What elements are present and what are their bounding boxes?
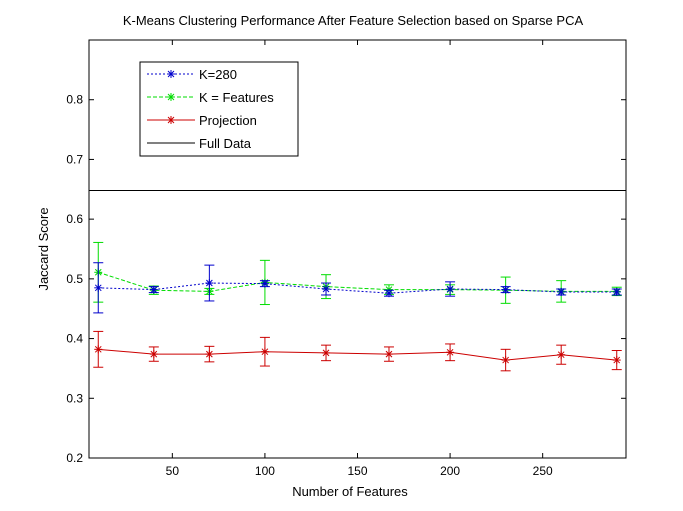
series-k-280	[93, 262, 622, 314]
legend: K=280 K = Features Projection Full Data	[139, 61, 299, 157]
series-line	[98, 282, 617, 294]
legend-marker	[167, 70, 175, 78]
legend-label: K=280	[199, 67, 237, 82]
series-group	[93, 241, 622, 372]
legend-entry-full-data: Full Data	[147, 136, 252, 151]
legend-box	[139, 61, 299, 157]
data-point	[612, 287, 621, 296]
data-point	[384, 350, 393, 359]
data-point	[501, 356, 510, 365]
data-point	[205, 279, 214, 288]
y-tick-label: 0.4	[66, 332, 83, 346]
legend-label: Full Data	[199, 136, 252, 151]
x-axis: 50 100 150 200 250	[166, 40, 553, 478]
data-point	[149, 350, 158, 359]
x-tick-label: 150	[347, 464, 367, 478]
y-tick-label: 0.3	[66, 391, 83, 405]
legend-entry-k-280: K=280	[147, 67, 237, 82]
legend-label: K = Features	[199, 90, 274, 105]
legend-label: Projection	[199, 113, 257, 128]
x-tick-label: 200	[440, 464, 460, 478]
legend-entry-k-features: K = Features	[147, 90, 274, 105]
y-tick-label: 0.2	[66, 451, 83, 465]
chart-title: K-Means Clustering Performance After Fea…	[123, 13, 584, 28]
legend-marker	[167, 93, 175, 101]
data-point	[612, 356, 621, 365]
series-line	[98, 348, 617, 361]
data-point	[501, 285, 510, 294]
legend-marker	[167, 116, 175, 124]
data-point	[94, 345, 103, 354]
data-point	[446, 285, 455, 294]
data-point	[149, 285, 158, 294]
data-point	[557, 350, 566, 359]
y-axis: 0.2 0.3 0.4 0.5 0.6 0.7 0.8	[66, 93, 626, 465]
y-tick-label: 0.6	[66, 212, 83, 226]
data-point	[557, 287, 566, 296]
data-point	[322, 348, 331, 357]
y-axis-label: Jaccard Score	[36, 207, 51, 290]
legend-entry-projection: Projection	[147, 113, 257, 128]
x-tick-label: 250	[533, 464, 553, 478]
x-tick-label: 50	[166, 464, 180, 478]
y-tick-label: 0.8	[66, 93, 83, 107]
y-tick-label: 0.5	[66, 272, 83, 286]
y-tick-label: 0.7	[66, 152, 83, 166]
x-axis-label: Number of Features	[292, 484, 408, 499]
data-point	[322, 285, 331, 294]
data-point	[260, 347, 269, 356]
data-point	[384, 289, 393, 298]
data-point	[260, 279, 269, 288]
data-point	[446, 348, 455, 357]
x-tick-label: 100	[255, 464, 275, 478]
data-point	[94, 283, 103, 292]
data-point	[205, 350, 214, 359]
series-projection	[93, 330, 622, 372]
